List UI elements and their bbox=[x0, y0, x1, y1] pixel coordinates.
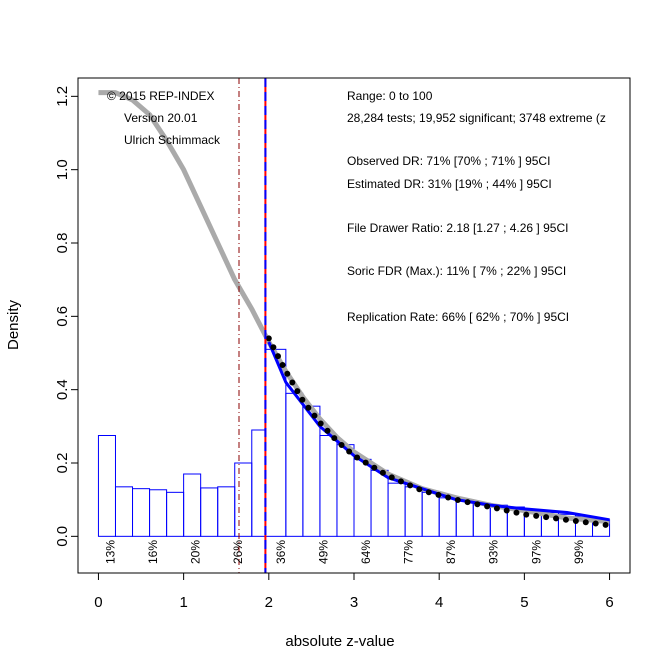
y-tick-label: 0.2 bbox=[54, 453, 71, 474]
x-tick-label: 2 bbox=[265, 594, 273, 611]
annotation: Estimated DR: 31% [19% ; 44% ] 95CI bbox=[347, 177, 552, 191]
bar bbox=[97, 435, 116, 537]
x-tick-label: 0 bbox=[94, 594, 102, 611]
annotation: 28,284 tests; 19,952 significant; 3748 e… bbox=[347, 111, 606, 125]
plot-frame bbox=[77, 77, 631, 574]
y-tick-label: 1.2 bbox=[54, 86, 71, 107]
y-tick-label: 0.6 bbox=[54, 306, 71, 327]
annotation: Observed DR: 71% [70% ; 71% ] 95CI bbox=[347, 154, 550, 168]
power-label: 64% bbox=[359, 540, 373, 564]
annotation: Soric FDR (Max.): 11% [ 7% ; 22% ] 95CI bbox=[347, 264, 566, 278]
power-label: 49% bbox=[316, 540, 330, 564]
x-tick-label: 1 bbox=[179, 594, 187, 611]
x-tick-label: 6 bbox=[605, 594, 613, 611]
annotation: Replication Rate: 66% [ 62% ; 70% ] 95CI bbox=[347, 310, 569, 324]
x-axis-label: absolute z-value bbox=[285, 633, 394, 650]
power-label: 16% bbox=[146, 540, 160, 564]
annotation: © 2015 REP-INDEX bbox=[107, 89, 215, 103]
density-line bbox=[265, 335, 613, 529]
power-label: 97% bbox=[529, 540, 543, 564]
power-label: 99% bbox=[572, 540, 586, 564]
power-label: 26% bbox=[231, 540, 245, 564]
annotation: Range: 0 to 100 bbox=[347, 89, 433, 103]
power-label: 13% bbox=[103, 540, 117, 564]
power-label: 36% bbox=[274, 540, 288, 564]
annotation: Version 20.01 bbox=[124, 111, 198, 125]
y-tick-label: 0.4 bbox=[54, 379, 71, 400]
plot-area: 13% 16% 20% 26% 36% 49% 64% 77% 87% 93% 97% 99% © 20… bbox=[54, 77, 631, 611]
power-label: 87% bbox=[444, 540, 458, 564]
x-tick-label: 4 bbox=[435, 594, 443, 611]
y-tick-label: 0.0 bbox=[54, 526, 71, 547]
annotation: File Drawer Ratio: 2.18 [1.27 ; 4.26 ] 9… bbox=[347, 221, 568, 235]
power-label: 77% bbox=[402, 540, 416, 564]
plot-content: 13% 16% 20% 26% 36% 49% 64% 77% 87% 93% 97% 99% © 20… bbox=[97, 78, 613, 573]
density-line bbox=[267, 341, 610, 522]
y-axis-label: Density bbox=[5, 299, 22, 350]
power-label: 20% bbox=[189, 540, 203, 564]
power-label: 93% bbox=[487, 540, 501, 564]
x-tick-label: 3 bbox=[350, 594, 358, 611]
y-tick-label: 1.0 bbox=[54, 159, 71, 180]
y-tick-label: 0.8 bbox=[54, 233, 71, 254]
annotation: Ulrich Schimmack bbox=[124, 133, 221, 147]
x-tick-label: 5 bbox=[520, 594, 528, 611]
